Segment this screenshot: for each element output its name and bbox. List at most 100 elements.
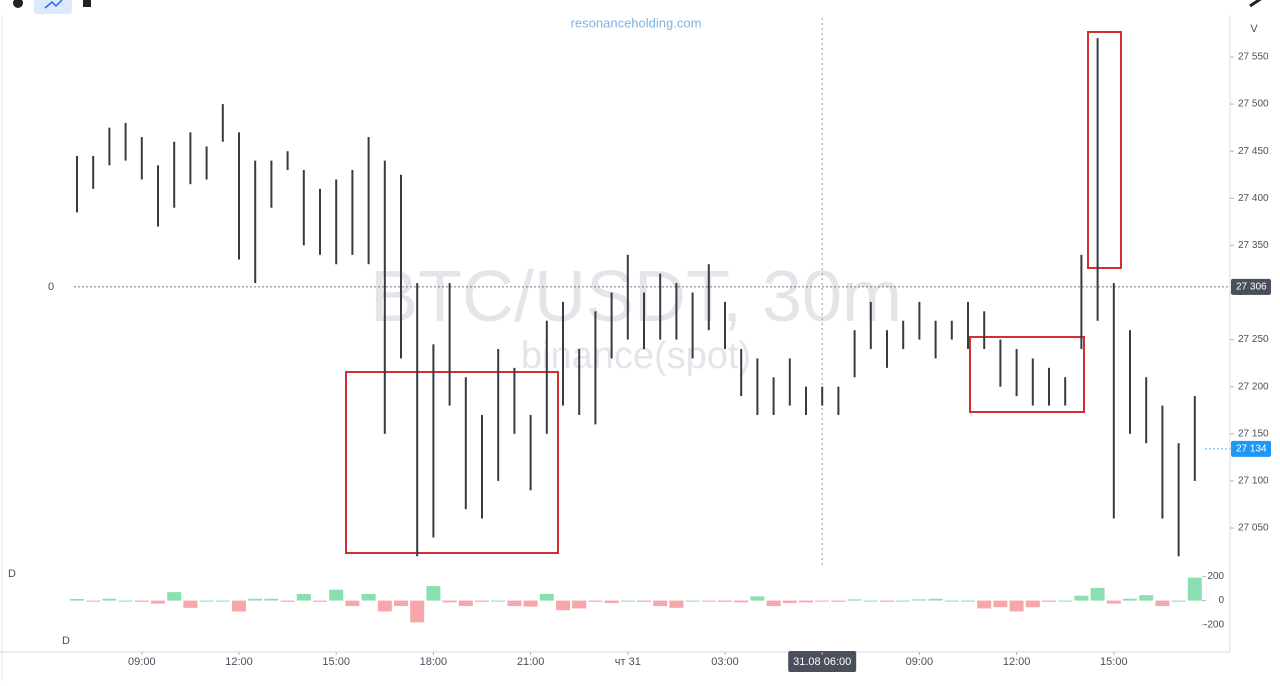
delta-bar	[426, 586, 441, 601]
cluster-range	[108, 127, 111, 166]
highlight-box	[969, 336, 1085, 413]
cluster-range	[675, 283, 678, 340]
cluster-range	[124, 122, 127, 161]
delta-bar	[377, 600, 392, 612]
delta-bar	[977, 600, 992, 609]
delta-bar	[782, 600, 797, 603]
settings-icon[interactable]	[13, 0, 23, 8]
cluster-range	[383, 160, 386, 434]
delta-bar	[70, 599, 84, 601]
delta-bar	[329, 589, 344, 601]
delta-bar	[604, 600, 619, 603]
delta-bar	[1009, 600, 1024, 612]
crosshair-label-bg	[788, 651, 857, 672]
cluster-range	[545, 320, 548, 434]
y-tick-label: 27 500	[1238, 99, 1269, 110]
cluster-range	[400, 174, 402, 359]
cluster-range	[691, 292, 694, 359]
cluster-range	[529, 414, 532, 491]
delta-bar	[896, 600, 911, 602]
delta-bar	[86, 600, 101, 602]
cluster-range	[76, 155, 78, 213]
cluster-range	[481, 414, 483, 519]
delta-bar	[280, 600, 295, 602]
cluster-range	[853, 330, 856, 378]
cluster-range	[886, 330, 888, 368]
annotations	[345, 31, 1122, 554]
delta-axis-label-bottom: D	[62, 635, 70, 647]
delta-bar	[637, 600, 651, 602]
draw-tool[interactable]	[34, 0, 72, 14]
cluster-range	[157, 165, 159, 227]
cluster-range	[999, 339, 1002, 387]
cluster-range	[270, 160, 273, 208]
y-tick-label: 27 200	[1238, 381, 1269, 392]
delta-bar	[458, 600, 473, 607]
price-label-bg	[1231, 278, 1271, 295]
cluster-range	[1015, 349, 1018, 397]
delta-bar	[442, 600, 457, 603]
y-tick-label: 27 350	[1238, 240, 1269, 251]
draw-icon	[44, 0, 63, 9]
delta-bar	[750, 596, 765, 601]
y-tick-label: 27 550	[1238, 52, 1269, 63]
x-tick-label: 03:00	[711, 656, 739, 668]
exchange-watermark: binance(spot)	[521, 335, 751, 377]
y-tick-label: 27 450	[1238, 146, 1269, 157]
cluster-range	[319, 188, 321, 255]
delta-bar	[118, 600, 133, 602]
delta-bar	[183, 600, 198, 608]
delta-bar	[1090, 587, 1105, 601]
cluster-range	[497, 349, 500, 481]
cluster-range	[821, 386, 824, 406]
delta-bar	[815, 600, 830, 602]
cluster-range	[335, 179, 338, 265]
delta-bar	[523, 600, 538, 607]
delta-bar	[701, 600, 716, 602]
delta-bar	[1155, 600, 1170, 607]
x-tick-label: 31.08 06:00	[793, 656, 851, 668]
x-tick-label: 09:00	[128, 656, 156, 668]
highlight-box	[345, 371, 559, 554]
cluster-range	[772, 377, 775, 415]
cluster-range	[578, 349, 581, 415]
delta-bar	[1139, 595, 1154, 601]
cluster-range	[707, 264, 710, 331]
delta-bar	[880, 600, 894, 602]
cluster-range	[934, 320, 937, 359]
delta-bar	[847, 599, 862, 601]
y-tick-label: 27 050	[1238, 523, 1269, 534]
x-tick-label: 12:00	[1003, 656, 1031, 668]
save-icon[interactable]	[83, 0, 91, 7]
delta-tick-label: 200	[1207, 571, 1224, 582]
delta-bar	[410, 600, 425, 623]
y-tick-label: 27 100	[1238, 476, 1269, 487]
x-tick-label: 18:00	[420, 656, 448, 668]
price-label: 27 306	[1236, 281, 1267, 292]
cluster-range	[1064, 377, 1067, 406]
delta-bar	[199, 600, 214, 602]
highlight-box	[1087, 31, 1122, 269]
y-tick-label: 27 250	[1238, 334, 1269, 345]
delta-bar	[944, 600, 959, 602]
x-tick-label: 15:00	[1100, 656, 1128, 668]
delta-bar	[1106, 600, 1121, 604]
cluster-range	[983, 311, 986, 350]
cluster-range	[205, 146, 208, 180]
cluster-range	[367, 137, 370, 265]
x-tick-label: чт 31	[615, 656, 641, 668]
cluster-range	[562, 301, 564, 406]
cluster-range	[626, 254, 629, 340]
pen-icon[interactable]	[1249, 0, 1262, 8]
delta-bar	[1042, 600, 1056, 602]
price-axis-label: V	[1250, 23, 1258, 35]
delta-bar	[248, 598, 263, 601]
cluster-range	[1161, 405, 1164, 519]
cluster-range	[967, 301, 969, 350]
delta-bar	[928, 598, 943, 601]
cluster-range	[464, 377, 467, 510]
cluster-range	[92, 155, 95, 189]
delta-bar	[734, 600, 749, 603]
delta-bar	[264, 598, 279, 601]
